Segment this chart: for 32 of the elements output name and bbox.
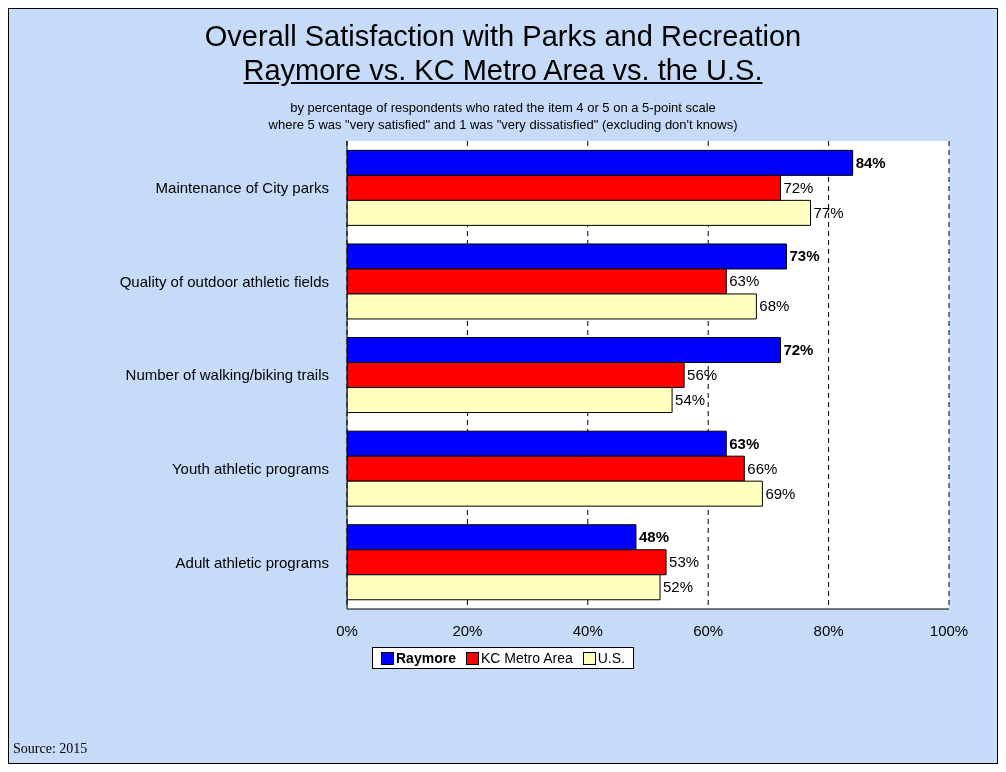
x-tick-label: 80% <box>813 621 844 639</box>
data-label: 72% <box>783 178 814 196</box>
data-label: 72% <box>783 341 814 359</box>
data-label: 68% <box>759 297 790 315</box>
data-label: 77% <box>813 203 844 221</box>
data-label: 52% <box>663 578 694 596</box>
data-label: 73% <box>789 247 820 265</box>
legend-label: Raymore <box>395 650 456 666</box>
data-label: 56% <box>687 366 718 384</box>
legend-label: KC Metro Area <box>479 650 573 666</box>
y-tick-label: Number of walking/biking trails <box>125 366 329 384</box>
chart-subtitle: by percentage of respondents who rated the item 4 or 5 on a 5-point scale where 5 was "very satisfied" and 1 was "very dissatisfied" (excluding don't knows) <box>267 99 739 133</box>
data-label: 54% <box>675 391 706 409</box>
x-tick-label: 40% <box>572 621 603 639</box>
source-note: Source: 2015 <box>13 741 88 757</box>
x-tick-label: 100% <box>929 621 969 639</box>
y-tick-label: Maintenance of City parks <box>155 179 329 197</box>
data-label: 84% <box>855 153 886 171</box>
y-tick-label: Quality of outdoor athletic fields <box>119 272 329 290</box>
data-label: 63% <box>729 272 760 290</box>
data-label: 69% <box>765 484 796 502</box>
x-tick-label: 0% <box>336 621 358 639</box>
data-label: 53% <box>669 553 700 571</box>
x-tick-label: 20% <box>452 621 483 639</box>
data-label: 48% <box>638 528 669 546</box>
y-tick-label: Youth athletic programs <box>171 459 329 477</box>
x-tick-label: 60% <box>693 621 724 639</box>
y-tick-label: Adult athletic programs <box>175 553 329 571</box>
data-label: 63% <box>729 434 760 452</box>
legend-label: U.S. <box>596 650 625 666</box>
chart-title: Overall Satisfaction with Parks and Recreation Raymore vs. KC Metro Area vs. the U.S. <box>203 19 803 87</box>
data-label: 66% <box>747 459 778 477</box>
